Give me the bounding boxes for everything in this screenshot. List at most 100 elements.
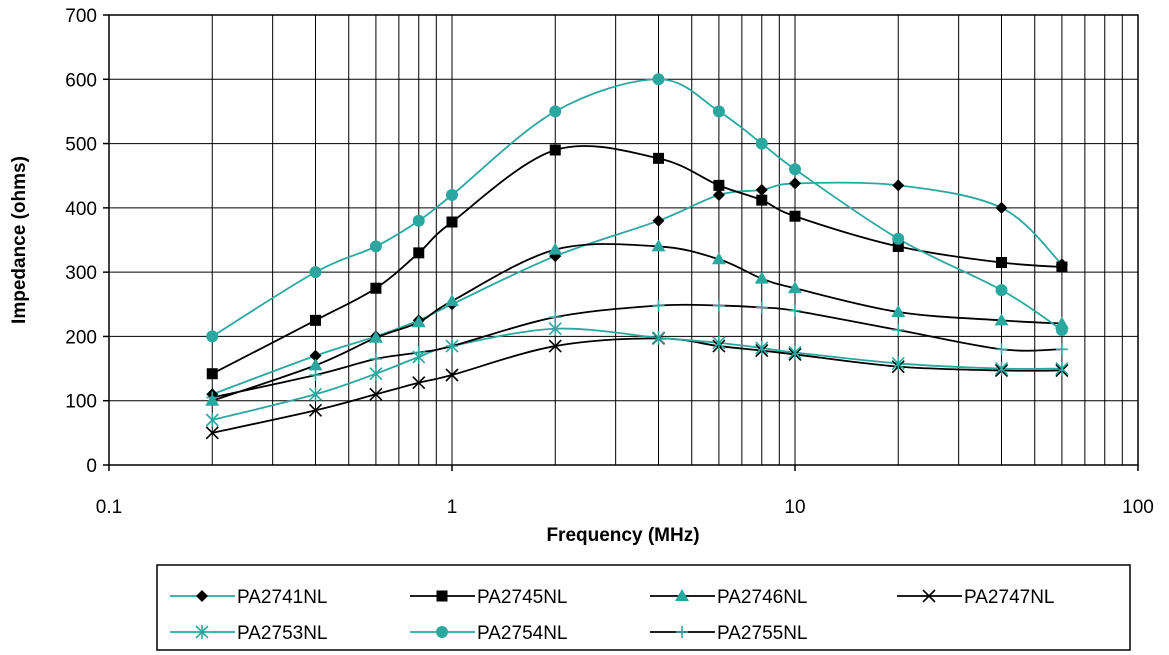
- data-point-pa2741nl: [549, 250, 562, 263]
- legend-item-pa2747nl: PA2747NL: [897, 587, 1055, 608]
- x-tick-label: 100: [1122, 497, 1154, 518]
- data-point-pa2747nl: [412, 376, 426, 390]
- data-point-pa2746nl: [445, 294, 459, 307]
- data-point-pa2745nl: [756, 194, 768, 206]
- legend-label: PA2755NL: [717, 623, 808, 644]
- data-point-pa2755nl: [1055, 343, 1068, 356]
- data-point-pa2753nl: [891, 356, 905, 371]
- data-point-pa2745nl: [996, 257, 1008, 268]
- data-point-pa2745nl: [370, 282, 382, 294]
- data-point-pa2741nl: [652, 214, 665, 227]
- series-markers: [205, 73, 1069, 440]
- data-point-pa2741nl: [995, 201, 1008, 214]
- data-point-pa2753nl: [308, 387, 323, 402]
- legend-item-pa2746nl: PA2746NL: [650, 587, 808, 608]
- data-point-pa2745nl: [1056, 261, 1068, 273]
- legend-label: PA2754NL: [477, 623, 568, 644]
- x-axis-title: Frequency (MHz): [546, 525, 699, 546]
- data-point-pa2755nl: [995, 343, 1008, 356]
- data-point-pa2754nl: [549, 105, 562, 118]
- data-point-pa2745nl: [310, 314, 322, 326]
- data-point-pa2755nl: [755, 301, 768, 314]
- data-point-pa2746nl: [891, 305, 906, 317]
- data-point-pa2741nl: [712, 189, 725, 201]
- y-tick-label: 400: [65, 199, 97, 220]
- plot-area-border: [108, 14, 1139, 466]
- data-point-pa2741nl: [789, 177, 801, 190]
- y-tick-label: 600: [65, 70, 97, 91]
- legend-marker: [195, 625, 209, 639]
- legend-marker: [675, 589, 689, 601]
- data-point-pa2755nl: [309, 369, 322, 381]
- data-point-pa2755nl: [712, 299, 725, 312]
- data-point-pa2754nl: [1055, 324, 1068, 336]
- data-point-pa2755nl: [892, 324, 905, 336]
- legend-item-pa2754nl: PA2754NL: [410, 623, 568, 644]
- legend-item-pa2753nl: PA2753NL: [170, 623, 328, 644]
- data-point-pa2747nl: [548, 339, 562, 353]
- data-point-pa2755nl: [652, 299, 665, 312]
- legend: PA2741NL PA2745NL PA2746NL PA2747NL PA2753NL…: [170, 587, 1055, 644]
- x-tick-label: 1: [447, 497, 458, 518]
- data-point-pa2747nl: [445, 368, 459, 382]
- legend-item-pa2745nl: PA2745NL: [410, 587, 568, 608]
- data-point-pa2746nl: [368, 330, 383, 343]
- y-tick-label: 500: [65, 135, 97, 156]
- data-point-pa2754nl: [309, 266, 322, 279]
- data-point-pa2753nl: [788, 345, 802, 360]
- data-point-pa2755nl: [549, 311, 562, 324]
- data-point-pa2747nl: [205, 426, 219, 440]
- legend-item-pa2755nl: PA2755NL: [650, 623, 808, 644]
- data-point-pa2745nl: [892, 240, 904, 252]
- data-point-pa2754nl: [369, 240, 382, 253]
- y-tick-label: 0: [86, 456, 97, 477]
- data-point-pa2745nl: [549, 144, 561, 156]
- x-tick-label: 10: [784, 497, 805, 518]
- data-point-pa2753nl: [755, 341, 769, 355]
- data-point-pa2753nl: [712, 335, 726, 350]
- grid: [103, 14, 1139, 471]
- data-point-pa2753nl: [548, 321, 562, 336]
- data-point-pa2754nl: [995, 284, 1008, 297]
- x-tick-labels: 0.1 1 10 100: [96, 497, 1154, 518]
- series-line-pa2747nl: [212, 337, 1062, 434]
- y-tick-label: 200: [65, 327, 97, 348]
- data-point-pa2754nl: [206, 330, 219, 343]
- legend-marker: [196, 590, 208, 602]
- y-tick-label: 700: [65, 6, 97, 27]
- data-point-pa2754nl: [755, 137, 768, 150]
- legend-marker: [436, 590, 448, 602]
- data-point-pa2741nl: [309, 349, 322, 362]
- y-tick-label: 300: [65, 263, 97, 284]
- data-point-pa2754nl: [712, 105, 725, 118]
- data-point-pa2745nl: [446, 216, 458, 228]
- x-tick-label: 0.1: [96, 497, 122, 518]
- series-line-pa2741nl: [211, 181, 1063, 396]
- data-point-pa2746nl: [994, 313, 1009, 326]
- data-point-pa2745nl: [653, 152, 665, 164]
- data-point-pa2754nl: [789, 163, 801, 176]
- data-point-pa2746nl: [711, 252, 726, 265]
- data-point-pa2753nl: [994, 361, 1009, 376]
- data-point-pa2747nl: [369, 387, 383, 401]
- data-point-pa2755nl: [369, 352, 382, 365]
- data-point-pa2745nl: [206, 368, 218, 380]
- legend-marker: [436, 626, 448, 638]
- data-point-pa2746nl: [651, 239, 666, 252]
- data-point-pa2746nl: [788, 281, 802, 294]
- series-line-pa2753nl: [212, 327, 1062, 421]
- legend-box: [156, 564, 1131, 651]
- data-point-pa2754nl: [446, 189, 458, 201]
- data-point-pa2754nl: [412, 214, 425, 227]
- legend-label: PA2747NL: [964, 587, 1055, 608]
- series-line-pa2755nl: [212, 303, 1062, 399]
- data-point-pa2741nl: [892, 179, 905, 192]
- data-point-pa2753nl: [205, 413, 219, 427]
- legend-label: PA2741NL: [237, 587, 328, 608]
- data-point-pa2753nl: [651, 330, 666, 345]
- legend-item-pa2741nl: PA2741NL: [170, 587, 328, 608]
- legend-marker: [676, 626, 688, 638]
- legend-label: PA2746NL: [717, 587, 808, 608]
- data-point-pa2746nl: [548, 242, 563, 255]
- data-point-pa2747nl: [308, 403, 323, 417]
